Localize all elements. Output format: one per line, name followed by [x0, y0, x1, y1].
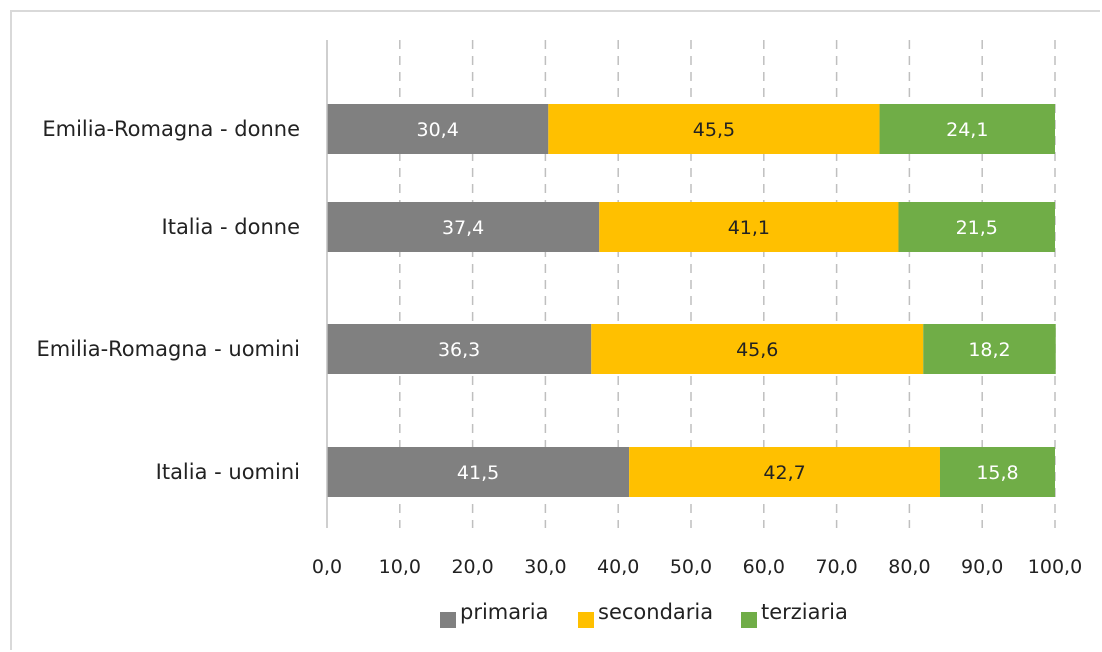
data-label-primaria-1: 37,4 — [442, 217, 484, 239]
x-tick-label-20: 20,0 — [451, 556, 493, 578]
x-tick-label-100: 100,0 — [1028, 556, 1082, 578]
data-label-secondaria-2: 45,6 — [736, 339, 778, 361]
bar-primaria-1 — [327, 202, 600, 252]
data-label-terziaria-2: 18,2 — [968, 339, 1010, 361]
legend-label-primaria: primaria — [460, 600, 548, 624]
data-label-primaria-2: 36,3 — [438, 339, 480, 361]
legend-label-terziaria: terziaria — [761, 600, 848, 624]
bar-terziaria-3 — [939, 447, 1055, 497]
x-tick-label-90: 90,0 — [961, 556, 1003, 578]
data-label-secondaria-0: 45,5 — [693, 119, 735, 141]
x-tick-label-0: 0,0 — [312, 556, 342, 578]
x-tick-label-70: 70,0 — [815, 556, 857, 578]
data-label-primaria-0: 30,4 — [416, 119, 458, 141]
data-label-secondaria-1: 41,1 — [728, 217, 770, 239]
x-tick-label-50: 50,0 — [670, 556, 712, 578]
legend-swatch-terziaria — [741, 612, 757, 628]
data-label-terziaria-3: 15,8 — [976, 462, 1018, 484]
chart-frame — [10, 10, 1100, 650]
data-label-terziaria-0: 24,1 — [946, 119, 988, 141]
category-label-3: Italia - uomini — [156, 460, 300, 484]
x-tick-label-60: 60,0 — [743, 556, 785, 578]
bar-primaria-3 — [327, 447, 630, 497]
legend-swatch-primaria — [440, 612, 456, 628]
bar-terziaria-0 — [879, 104, 1055, 154]
legend-label-secondaria: secondaria — [598, 600, 713, 624]
x-tick-label-40: 40,0 — [597, 556, 639, 578]
bar-secondaria-2 — [591, 324, 924, 374]
x-tick-label-10: 10,0 — [379, 556, 421, 578]
legend-swatch-secondaria — [578, 612, 594, 628]
x-tick-label-30: 30,0 — [524, 556, 566, 578]
category-label-1: Italia - donne — [162, 215, 300, 239]
bar-primaria-0 — [327, 104, 549, 154]
bar-secondaria-0 — [548, 104, 880, 154]
bar-terziaria-1 — [898, 202, 1055, 252]
bar-primaria-2 — [327, 324, 592, 374]
category-label-0: Emilia-Romagna - donne — [42, 117, 300, 141]
data-label-terziaria-1: 21,5 — [956, 217, 998, 239]
x-tick-label-80: 80,0 — [888, 556, 930, 578]
data-label-secondaria-3: 42,7 — [763, 462, 805, 484]
category-label-2: Emilia-Romagna - uomini — [36, 337, 300, 361]
bar-secondaria-1 — [599, 202, 899, 252]
bar-terziaria-2 — [923, 324, 1056, 374]
bar-secondaria-3 — [629, 447, 940, 497]
data-label-primaria-3: 41,5 — [457, 462, 499, 484]
